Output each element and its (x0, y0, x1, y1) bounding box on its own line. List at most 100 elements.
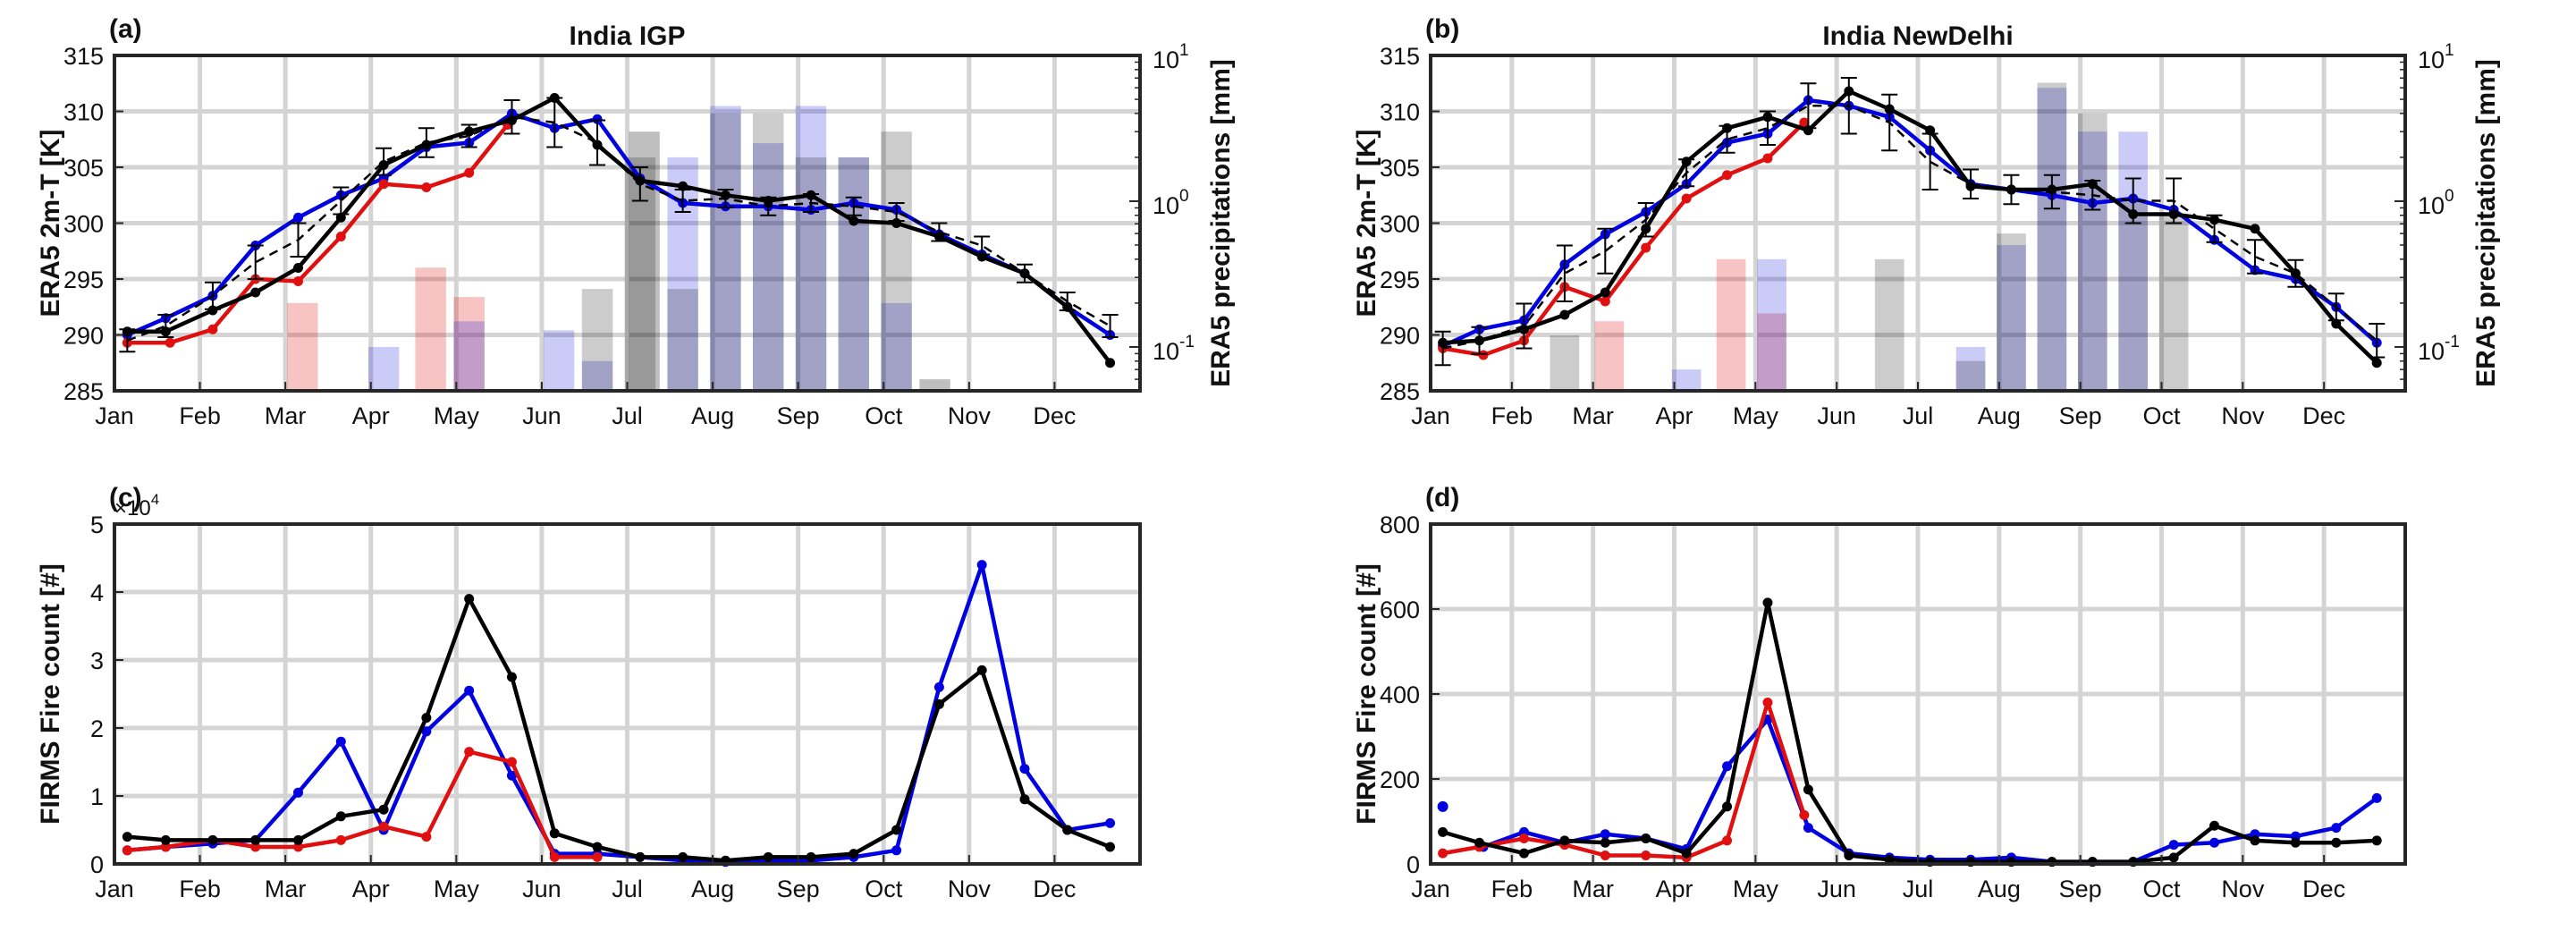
series-0000e0 (1437, 800, 1448, 812)
data-point (293, 276, 304, 286)
data-point (891, 845, 902, 856)
data-point (421, 832, 432, 842)
data-point (378, 804, 389, 815)
series-dashed-000000 (1434, 77, 2386, 367)
series-000000 (122, 594, 1116, 866)
data-point (1762, 597, 1773, 608)
data-point (1062, 825, 1073, 835)
data-point (335, 232, 346, 241)
data-point (2290, 837, 2301, 848)
y2-tick-exponent: 0 (1179, 187, 1189, 206)
data-point (1105, 842, 1116, 852)
series-line (127, 123, 510, 345)
x-tick-label: May (434, 876, 480, 902)
y-tick-label: 285 (1380, 378, 1420, 405)
precip-bar-series (287, 267, 485, 391)
precip-bar (581, 360, 613, 391)
precip-bar (795, 106, 827, 392)
data-point (678, 851, 688, 862)
y-tick-label: 800 (1380, 512, 1420, 538)
error-bar (1597, 227, 1614, 275)
y2-tick-label: 101 (1153, 41, 1189, 73)
error-bar (1719, 124, 1736, 154)
x-tick-label: Jun (522, 876, 562, 902)
y2-tick-exponent: 0 (2445, 187, 2454, 206)
precip-bar-series (1550, 82, 2189, 392)
series-line (127, 96, 1112, 365)
x-tick-label: Jul (612, 402, 643, 429)
data-point (1438, 826, 1448, 837)
y2-axis-label: ERA5 precipitations [mm] (1206, 59, 1236, 387)
data-point (1681, 848, 1692, 859)
data-point (2250, 835, 2260, 846)
x-tick-label: Oct (865, 402, 903, 429)
data-point (849, 216, 859, 226)
series-000000 (1438, 597, 2382, 868)
precip-bar (2077, 113, 2107, 391)
precip-bar (919, 379, 950, 391)
error-bar (1637, 202, 1654, 238)
data-point (1105, 817, 1116, 828)
precip-bar (2037, 88, 2067, 392)
x-tick-label: Jun (1817, 876, 1856, 902)
x-tick-label: Jul (1903, 876, 1934, 902)
y-multiplier-exponent: 4 (151, 491, 159, 508)
data-point (1722, 835, 1733, 846)
error-bar (157, 314, 174, 338)
data-point (2168, 852, 2179, 863)
series-line (127, 597, 1111, 863)
y-tick-label: 315 (63, 43, 104, 70)
x-tick-label: Feb (179, 402, 221, 429)
precip-bar (543, 330, 575, 391)
x-tick-label: Jan (95, 402, 134, 429)
y-tick-label: 0 (1406, 851, 1420, 878)
panel-d: Jan Feb Mar Apr May Jun Jul Aug Sep Oct Nov Dec 0 200… (1352, 483, 2407, 902)
error-bar (2043, 174, 2060, 210)
series-line (1441, 97, 2378, 349)
x-tick-label: Aug (1978, 876, 2021, 902)
data-point (1803, 823, 1813, 834)
data-point (1803, 784, 1813, 795)
precip-bar (2037, 82, 2067, 392)
x-tick-label: May (1733, 402, 1779, 429)
chart-title: India IGP (569, 21, 685, 51)
error-bar (290, 222, 307, 258)
y-axis: 285 290 295 300 305 310 315 (1380, 43, 1440, 405)
panel-label: (c) (109, 483, 142, 512)
x-tick-label: Nov (948, 402, 992, 429)
data-point (165, 337, 175, 348)
precip-bar (1716, 258, 1746, 391)
precip-bar (881, 302, 912, 391)
precip-bar (1757, 258, 1786, 391)
error-bar (247, 244, 264, 280)
x-axis: Jan Feb Mar Apr May Jun Jul Aug Sep Oct Nov Dec (95, 382, 1076, 429)
x-tick-label: Oct (2142, 876, 2181, 902)
data-point (763, 851, 773, 862)
data-point (464, 685, 475, 696)
precip-bar (838, 157, 870, 391)
panel-label: (a) (109, 14, 142, 44)
data-point (1641, 242, 1651, 253)
error-bar (460, 123, 477, 148)
data-point (549, 828, 560, 839)
y-tick-label: 315 (1380, 43, 1420, 70)
data-point (335, 811, 346, 822)
precip-bar (287, 302, 318, 391)
x-tick-label: Mar (1572, 876, 1614, 902)
series-e01010 (1438, 117, 1810, 360)
x-tick-label: Feb (179, 876, 221, 902)
data-point (1641, 851, 1651, 860)
data-point (1799, 117, 1810, 128)
y-tick-label: 290 (63, 323, 104, 350)
x-tick-label: Sep (2059, 402, 2102, 429)
y-tick-label: 305 (63, 155, 104, 182)
x-tick-label: Aug (1978, 402, 2021, 429)
precip-bar (753, 143, 784, 391)
data-point (207, 324, 218, 334)
y-tick-label: 3 (90, 647, 104, 674)
error-bar (1881, 93, 1898, 152)
series-line (1442, 105, 2378, 350)
gridlines (1431, 55, 2405, 391)
precip-bar-series (1671, 88, 2149, 392)
